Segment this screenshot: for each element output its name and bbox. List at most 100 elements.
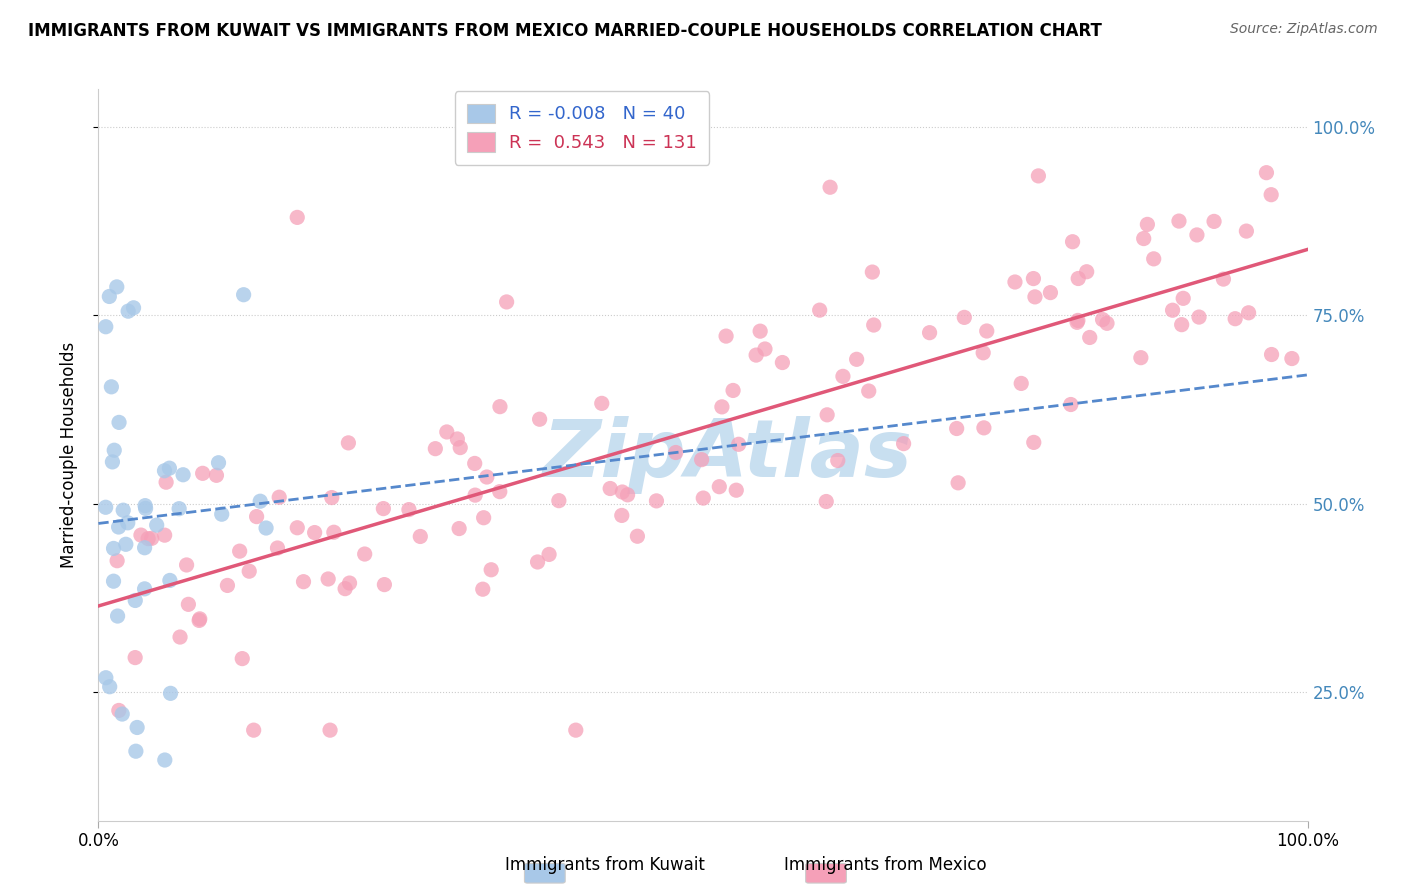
Y-axis label: Married-couple Households: Married-couple Households: [59, 342, 77, 568]
Point: [709, 480, 731, 494]
Point: [98, 289, 121, 303]
Point: [117, 304, 139, 318]
Point: [134, 582, 156, 596]
Point: [976, 324, 998, 338]
Point: [266, 541, 288, 555]
Point: [1028, 169, 1050, 183]
Point: [1161, 303, 1184, 318]
Point: [626, 529, 648, 543]
Point: [710, 400, 733, 414]
Point: [815, 408, 838, 422]
Point: [127, 721, 149, 735]
Point: [1168, 214, 1191, 228]
Point: [153, 528, 176, 542]
Point: [725, 483, 748, 498]
Point: [591, 396, 613, 410]
Point: [322, 525, 344, 540]
Point: [159, 574, 181, 588]
Point: [1202, 214, 1225, 228]
Text: Source: ZipAtlas.com: Source: ZipAtlas.com: [1230, 22, 1378, 37]
Point: [918, 326, 941, 340]
Point: [526, 555, 548, 569]
Point: [242, 723, 264, 738]
Point: [145, 518, 167, 533]
Point: [117, 516, 139, 530]
Point: [479, 563, 502, 577]
Point: [1129, 351, 1152, 365]
Point: [285, 521, 308, 535]
Point: [153, 464, 176, 478]
Point: [217, 578, 239, 592]
Point: [211, 507, 233, 521]
Point: [1281, 351, 1303, 366]
Point: [114, 537, 136, 551]
Point: [1136, 218, 1159, 232]
Point: [94, 319, 117, 334]
Point: [749, 324, 772, 338]
Point: [159, 686, 181, 700]
Point: [815, 494, 838, 508]
Point: [610, 508, 633, 523]
Text: Immigrants from Kuwait: Immigrants from Kuwait: [505, 856, 704, 874]
Point: [972, 345, 994, 359]
Point: [134, 499, 156, 513]
Point: [1022, 435, 1045, 450]
Point: [714, 329, 737, 343]
Point: [1067, 313, 1090, 327]
Point: [188, 612, 211, 626]
Point: [228, 544, 250, 558]
Point: [157, 461, 180, 475]
Point: [94, 671, 117, 685]
Point: [945, 421, 967, 435]
Point: [1078, 330, 1101, 344]
Point: [690, 452, 713, 467]
Point: [1004, 275, 1026, 289]
Point: [107, 609, 129, 624]
Point: [973, 421, 995, 435]
Point: [436, 425, 458, 439]
Point: [153, 753, 176, 767]
Point: [136, 532, 159, 546]
Point: [845, 352, 868, 367]
Point: [495, 294, 517, 309]
Point: [464, 457, 486, 471]
Point: [409, 529, 432, 543]
Point: [167, 501, 190, 516]
Point: [1132, 231, 1154, 245]
Point: [721, 384, 744, 398]
Point: [827, 453, 849, 467]
Point: [893, 436, 915, 450]
Point: [1170, 318, 1192, 332]
Point: [339, 576, 361, 591]
Point: [953, 310, 976, 325]
Point: [188, 614, 211, 628]
Point: [238, 564, 260, 578]
Point: [727, 437, 749, 451]
Point: [1143, 252, 1166, 266]
Point: [129, 528, 152, 542]
Point: [946, 475, 969, 490]
Point: [1022, 271, 1045, 285]
Point: [1237, 306, 1260, 320]
Point: [373, 501, 395, 516]
Point: [249, 494, 271, 508]
Point: [489, 400, 512, 414]
Point: [1260, 347, 1282, 361]
Point: [692, 491, 714, 505]
Point: [353, 547, 375, 561]
Point: [205, 468, 228, 483]
Point: [860, 265, 883, 279]
Point: [475, 470, 498, 484]
Point: [269, 490, 291, 504]
Point: [337, 435, 360, 450]
Point: [333, 582, 356, 596]
Point: [599, 482, 621, 496]
Point: [246, 509, 269, 524]
Point: [832, 369, 855, 384]
Point: [177, 598, 200, 612]
Point: [818, 180, 841, 194]
Point: [1091, 312, 1114, 326]
Point: [1076, 265, 1098, 279]
Point: [1066, 315, 1088, 329]
Point: [616, 488, 638, 502]
